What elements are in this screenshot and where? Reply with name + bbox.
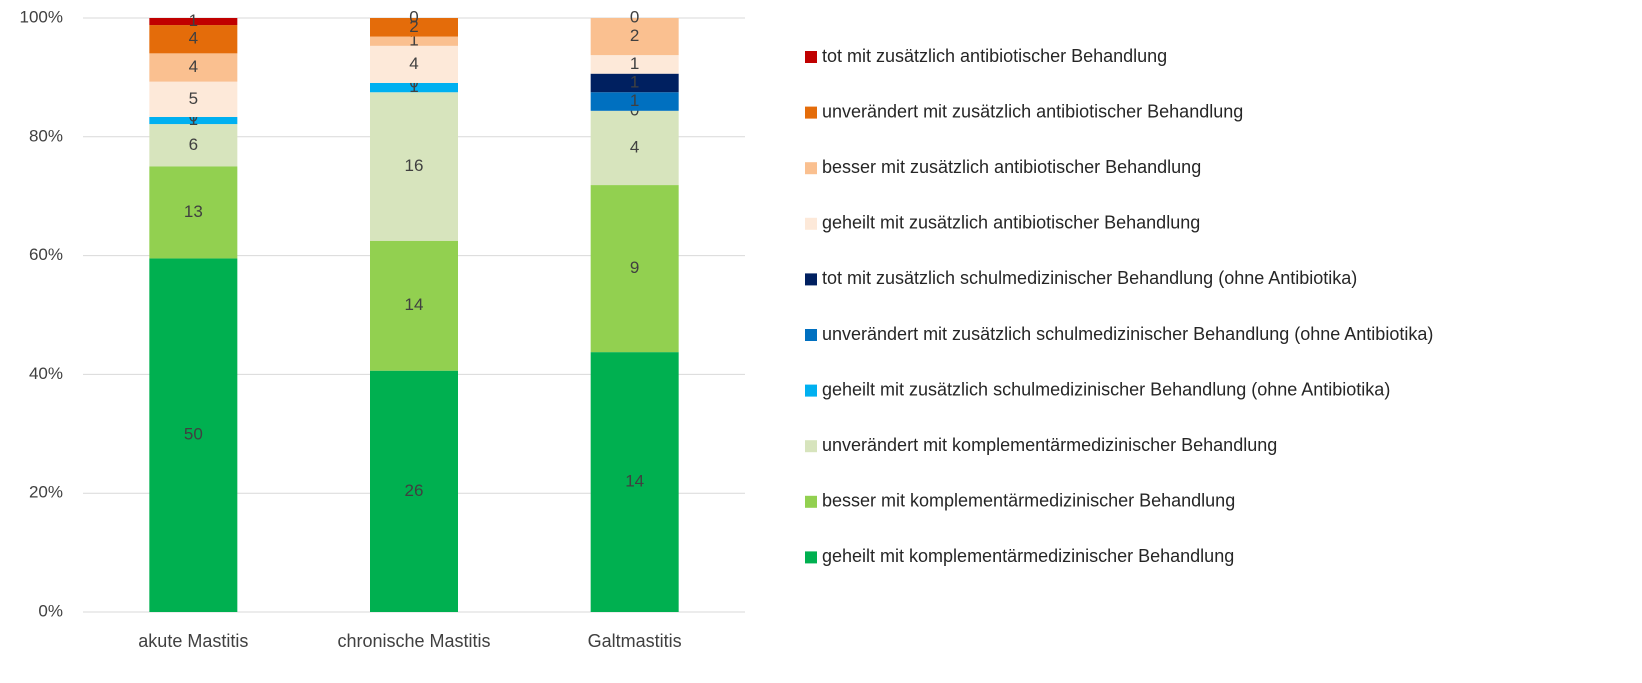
- legend-label: tot mit zusätzlich antibiotischer Behand…: [822, 46, 1167, 66]
- legend-swatch: [805, 162, 817, 175]
- data-label: 1: [630, 91, 639, 110]
- data-label: 2: [409, 17, 418, 36]
- data-label: 4: [189, 29, 198, 48]
- x-tick-label: akute Mastitis: [138, 631, 248, 651]
- legend-label: unverändert mit zusätzlich antibiotische…: [822, 101, 1243, 121]
- legend-swatch: [805, 273, 817, 286]
- data-label: 0: [630, 7, 639, 26]
- data-label: 1: [630, 72, 639, 91]
- bar-segment: [149, 258, 238, 612]
- data-label: 0: [409, 7, 418, 26]
- bar-segment: [370, 92, 458, 241]
- legend-label: geheilt mit zusätzlich schulmedizinische…: [822, 379, 1390, 399]
- legend-swatch: [805, 51, 817, 63]
- bar-segment: [590, 92, 679, 111]
- data-label: 1: [189, 110, 198, 129]
- data-label: 26: [405, 481, 424, 500]
- bar-segment: [370, 370, 458, 612]
- data-label: 50: [184, 425, 203, 444]
- data-label: 6: [189, 135, 198, 154]
- bar-segment: [149, 124, 238, 167]
- data-label: 4: [189, 57, 198, 76]
- y-tick-label: 0%: [38, 601, 63, 620]
- data-label: 13: [184, 202, 203, 221]
- bar-segment: [370, 36, 458, 46]
- legend-label: geheilt mit zusätzlich antibiotischer Be…: [822, 213, 1200, 233]
- y-tick-label: 20%: [29, 483, 63, 502]
- data-label: 5: [189, 89, 198, 108]
- legend-label: unverändert mit zusätzlich schulmedizini…: [822, 324, 1433, 344]
- bar-segment: [590, 55, 679, 74]
- legend-label: geheilt mit komplementärmedizinischer Be…: [822, 546, 1234, 566]
- legend-label: besser mit zusätzlich antibiotischer Beh…: [822, 157, 1201, 177]
- legend-label: unverändert mit komplementärmedizinische…: [822, 435, 1277, 455]
- bar-segment: [149, 166, 238, 259]
- x-tick-label: chronische Mastitis: [337, 631, 490, 651]
- data-label: 1: [409, 31, 418, 50]
- data-label: 14: [625, 472, 644, 491]
- bar-segment: [590, 352, 679, 612]
- legend-swatch: [805, 440, 817, 453]
- y-tick-label: 40%: [29, 364, 63, 383]
- legend-swatch: [805, 106, 817, 119]
- data-label: 4: [630, 137, 639, 156]
- bar-segment: [149, 53, 238, 82]
- bar-segment: [370, 240, 458, 371]
- data-label: 1: [630, 54, 639, 73]
- data-label: 1: [189, 11, 198, 30]
- data-label: 2: [630, 26, 639, 45]
- bar-segment: [590, 185, 679, 353]
- legend-swatch: [805, 329, 817, 341]
- legend-label: tot mit zusätzlich schulmedizinischer Be…: [822, 268, 1357, 288]
- y-tick-label: 100%: [20, 7, 63, 26]
- legend-label: besser mit komplementärmedizinischer Beh…: [822, 491, 1235, 511]
- data-label: 9: [630, 258, 639, 277]
- bar-segment: [590, 110, 679, 186]
- bar-segment: [370, 18, 458, 37]
- legend-swatch: [805, 551, 817, 564]
- bar-segment: [149, 117, 238, 125]
- legend-swatch: [805, 217, 817, 230]
- data-label: 16: [405, 156, 424, 175]
- y-tick-label: 80%: [29, 126, 63, 145]
- bar-segment: [149, 81, 238, 117]
- legend-swatch: [805, 384, 817, 397]
- data-label: 1: [409, 77, 418, 96]
- bar-segment: [370, 45, 458, 83]
- x-tick-label: Galtmastitis: [588, 631, 682, 651]
- bar-segment: [590, 73, 679, 93]
- bar-segment: [590, 18, 679, 56]
- bar-segment: [149, 25, 238, 54]
- data-label: 14: [405, 295, 424, 314]
- y-tick-label: 60%: [29, 245, 63, 264]
- bar-segment: [370, 82, 458, 93]
- data-label: 4: [409, 54, 418, 73]
- bar-segment: [149, 18, 238, 26]
- legend-swatch: [805, 495, 817, 508]
